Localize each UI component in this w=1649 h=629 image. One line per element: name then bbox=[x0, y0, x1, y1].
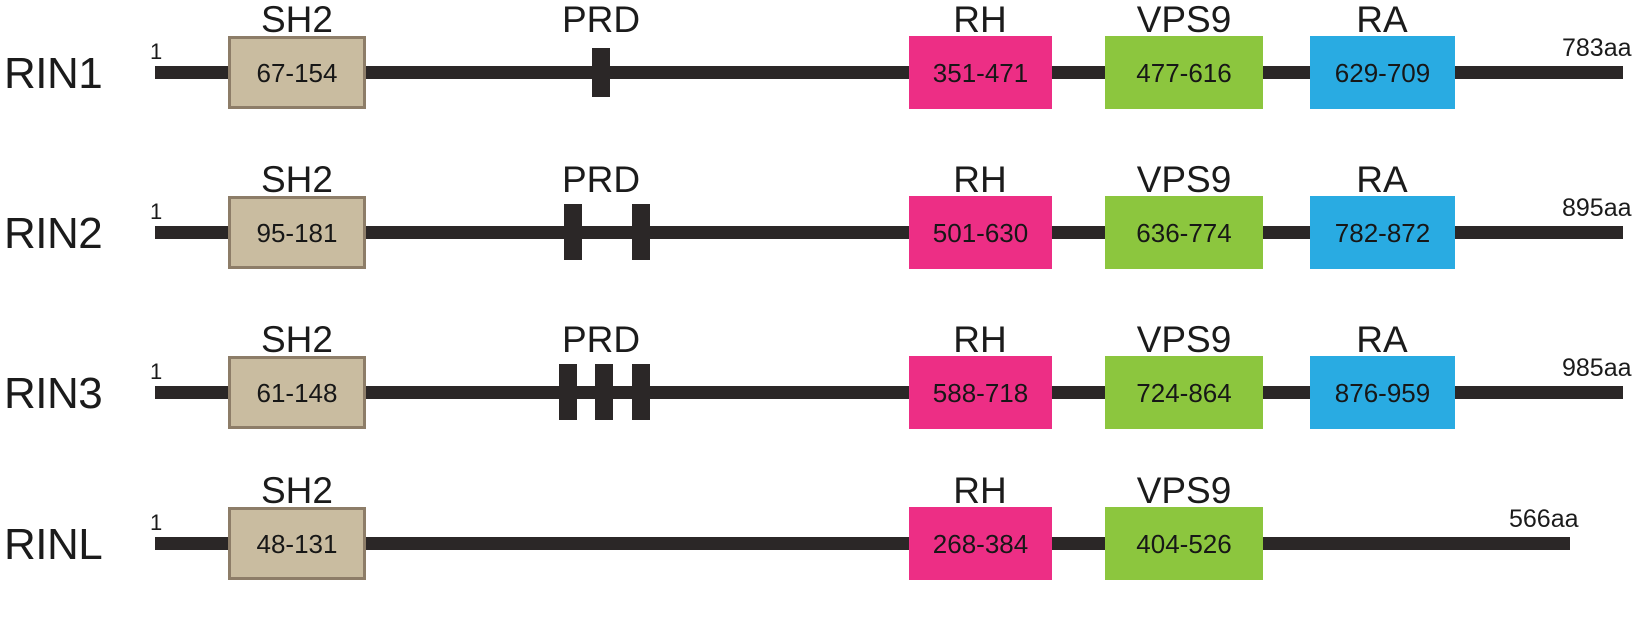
domain-range-vps9-rinl: 404-526 bbox=[1136, 528, 1232, 559]
protein-label-rin1: RIN1 bbox=[4, 49, 103, 98]
domain-name-vps9-rin2: VPS9 bbox=[1136, 159, 1232, 200]
protein-row-rin3: RIN3 1 SH2 61-148 PRD RH 588-718 VPS9 72… bbox=[0, 320, 1649, 480]
domain-box-sh2-rin2[interactable]: 95-181 bbox=[228, 196, 366, 269]
domain-range-ra-rin2: 782-872 bbox=[1334, 217, 1431, 248]
prd-tick-rin2-1[interactable] bbox=[564, 204, 582, 260]
domain-name-prd-rin2: PRD bbox=[561, 159, 641, 200]
backbone-line-rinl bbox=[155, 537, 1570, 550]
domain-name-rh-rin3: RH bbox=[953, 319, 1007, 360]
domain-range-vps9-rin3: 724-864 bbox=[1136, 377, 1232, 408]
domain-box-ra-rin3[interactable]: 876-959 bbox=[1310, 356, 1455, 429]
domain-box-rh-rin1[interactable]: 351-471 bbox=[909, 36, 1052, 109]
domain-box-sh2-rinl[interactable]: 48-131 bbox=[228, 507, 366, 580]
prd-tick-rin3-2[interactable] bbox=[595, 364, 613, 420]
domain-name-vps9-rin3: VPS9 bbox=[1136, 319, 1232, 360]
protein-row-rin2: RIN2 1 SH2 95-181 PRD RH 501-630 VPS9 63… bbox=[0, 160, 1649, 320]
domain-name-sh2-rin3: SH2 bbox=[261, 319, 333, 360]
domain-name-sh2-rin2: SH2 bbox=[261, 159, 333, 200]
start-residue-label-rin1: 1 bbox=[150, 39, 163, 64]
domain-box-vps9-rin1[interactable]: 477-616 bbox=[1105, 36, 1263, 109]
length-label-rin3: 985aa bbox=[1562, 354, 1632, 382]
domain-box-vps9-rin3[interactable]: 724-864 bbox=[1105, 356, 1263, 429]
domain-box-rh-rinl[interactable]: 268-384 bbox=[909, 507, 1052, 580]
domain-box-rh-rin2[interactable]: 501-630 bbox=[909, 196, 1052, 269]
domain-name-rh-rinl: RH bbox=[953, 470, 1007, 511]
length-label-rinl: 566aa bbox=[1509, 505, 1579, 533]
domain-range-sh2-rin3: 61-148 bbox=[256, 377, 338, 408]
domain-name-ra-rin2: RA bbox=[1356, 159, 1408, 200]
start-residue-label-rin3: 1 bbox=[150, 359, 163, 384]
domain-box-rh-rin3[interactable]: 588-718 bbox=[909, 356, 1052, 429]
domain-range-vps9-rin1: 477-616 bbox=[1136, 57, 1232, 88]
protein-row-rin1: RIN1 1 SH2 67-154 PRD RH 351-471 VPS9 47… bbox=[0, 0, 1649, 160]
domain-name-ra-rin3: RA bbox=[1356, 319, 1408, 360]
domain-range-ra-rin1: 629-709 bbox=[1334, 57, 1431, 88]
domain-name-rh-rin2: RH bbox=[953, 159, 1007, 200]
domain-box-sh2-rin3[interactable]: 61-148 bbox=[228, 356, 366, 429]
prd-tick-rin3-3[interactable] bbox=[632, 364, 650, 420]
domain-range-sh2-rin2: 95-181 bbox=[256, 217, 338, 248]
protein-row-rinl: RINL 1 SH2 48-131 RH 268-384 VPS9 404-52… bbox=[0, 471, 1649, 629]
domain-name-vps9-rin1: VPS9 bbox=[1136, 0, 1232, 40]
domain-name-sh2-rinl: SH2 bbox=[261, 470, 333, 511]
domain-range-rh-rin2: 501-630 bbox=[932, 217, 1029, 248]
domain-range-rh-rinl: 268-384 bbox=[932, 528, 1029, 559]
prd-tick-rin3-1[interactable] bbox=[559, 364, 577, 420]
protein-label-rin3: RIN3 bbox=[4, 369, 103, 418]
domain-range-sh2-rin1: 67-154 bbox=[256, 57, 338, 88]
domain-box-vps9-rin2[interactable]: 636-774 bbox=[1105, 196, 1263, 269]
start-residue-label-rin2: 1 bbox=[150, 199, 163, 224]
prd-tick-rin2-2[interactable] bbox=[632, 204, 650, 260]
domain-box-vps9-rinl[interactable]: 404-526 bbox=[1105, 507, 1263, 580]
domain-box-ra-rin1[interactable]: 629-709 bbox=[1310, 36, 1455, 109]
start-residue-label-rinl: 1 bbox=[150, 510, 163, 535]
prd-tick-rin1-1[interactable] bbox=[592, 48, 610, 97]
domain-range-vps9-rin2: 636-774 bbox=[1136, 217, 1232, 248]
domain-name-prd-rin3: PRD bbox=[561, 319, 641, 360]
domain-name-sh2-rin1: SH2 bbox=[261, 0, 333, 40]
length-label-rin1: 783aa bbox=[1562, 34, 1632, 62]
domain-range-sh2-rinl: 48-131 bbox=[256, 528, 338, 559]
protein-label-rin2: RIN2 bbox=[4, 209, 103, 258]
protein-label-rinl: RINL bbox=[4, 520, 103, 569]
domain-name-prd-rin1: PRD bbox=[561, 0, 641, 40]
domain-box-sh2-rin1[interactable]: 67-154 bbox=[228, 36, 366, 109]
domain-box-ra-rin2[interactable]: 782-872 bbox=[1310, 196, 1455, 269]
domain-range-rh-rin3: 588-718 bbox=[932, 377, 1029, 408]
domain-range-rh-rin1: 351-471 bbox=[932, 57, 1029, 88]
domain-name-ra-rin1: RA bbox=[1356, 0, 1408, 40]
length-label-rin2: 895aa bbox=[1562, 194, 1632, 222]
domain-name-vps9-rinl: VPS9 bbox=[1136, 470, 1232, 511]
domain-range-ra-rin3: 876-959 bbox=[1334, 377, 1431, 408]
domain-name-rh-rin1: RH bbox=[953, 0, 1007, 40]
